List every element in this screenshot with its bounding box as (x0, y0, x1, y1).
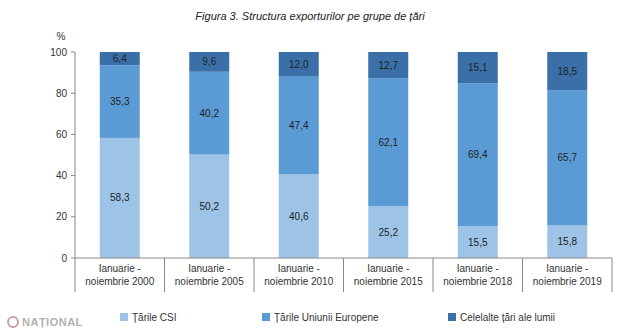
x-tick-label: Ianuarie - noiembrie 2019 (533, 263, 602, 287)
watermark: NAȚIONAL (22, 316, 83, 328)
bar-segment (368, 52, 408, 78)
x-tick-label-line: noiembrie 2010 (264, 276, 333, 287)
y-tick (71, 216, 75, 217)
category-separator (522, 258, 523, 292)
bar-segment (279, 174, 319, 258)
category-separator (343, 258, 344, 292)
legend-swatch (120, 313, 128, 321)
category-separator (612, 258, 613, 292)
title: Figura 3. Structura exporturilor pe grup… (195, 10, 425, 22)
x-tick-label: Ianuarie - noiembrie 2018 (443, 263, 512, 287)
y-tick (71, 52, 75, 53)
bar-segment (189, 52, 229, 72)
bar-segment (368, 206, 408, 258)
bar-segment (189, 155, 229, 258)
data-label: 6,4 (113, 53, 127, 64)
x-tick-label-line: Ianuarie - (546, 263, 588, 274)
category-separator (164, 258, 165, 292)
data-label: 25,2 (379, 227, 399, 238)
y-tick-label: 0 (61, 253, 67, 264)
bars (100, 52, 588, 258)
bar-segment (100, 52, 140, 65)
x-tick-label-line: noiembrie 2005 (175, 276, 244, 287)
y-tick (71, 175, 75, 176)
data-label: 12,7 (379, 60, 399, 71)
data-label: 15,5 (468, 237, 488, 248)
data-label: 40,6 (289, 211, 309, 222)
bar-segment (458, 83, 498, 226)
bar-segment (547, 225, 587, 258)
y-axis-label: % (57, 31, 66, 42)
bar-segment (100, 65, 140, 138)
legend-label: Celelalte țări ale lumii (460, 312, 555, 323)
data-label: 12,0 (289, 59, 309, 70)
legend-swatch (448, 313, 456, 321)
x-tick-label: Ianuarie - noiembrie 2010 (264, 263, 333, 287)
bar-segment (458, 52, 498, 83)
data-label: 15,1 (468, 62, 488, 73)
bar-segment (100, 138, 140, 258)
category-separator (254, 258, 255, 292)
x-tick-label-line: Ianuarie - (278, 263, 320, 274)
y-tick (71, 93, 75, 94)
legend-swatch (262, 313, 270, 321)
category-separator (75, 258, 76, 292)
y-tick-label: 20 (56, 211, 68, 222)
watermark-icon (8, 317, 18, 327)
data-labels: 58,3 35,3 6,4 50,2 40,2 9,6 40,6 47,4 12,0 25,2 62… (110, 53, 577, 247)
x-tick-label-line: noiembrie 2019 (533, 276, 602, 287)
bar-segment (547, 90, 587, 225)
bar-segment (547, 52, 587, 90)
chart: Figura 3. Structura exporturilor pe grup… (0, 0, 620, 335)
legend-label: Țările Uniunii Europene (274, 312, 379, 323)
data-label: 15,8 (558, 236, 578, 247)
data-label: 58,3 (110, 192, 130, 203)
bar-segment (458, 226, 498, 258)
x-tick-label: Ianuarie - noiembrie 2005 (175, 263, 244, 287)
y-axis (75, 52, 76, 258)
y-tick-label: 40 (56, 170, 68, 181)
x-tick-label-line: Ianuarie - (457, 263, 499, 274)
data-label: 65,7 (558, 152, 578, 163)
data-label: 40,2 (200, 108, 220, 119)
legend-label: Țările CSI (132, 312, 176, 323)
x-tick-label-line: Ianuarie - (99, 263, 141, 274)
x-tick-label-line: noiembrie 2018 (443, 276, 512, 287)
y-tick (71, 258, 75, 259)
bar-segment (279, 77, 319, 175)
x-tick-label-line: noiembrie 2015 (354, 276, 423, 287)
y-tick-label: 100 (50, 47, 67, 58)
bar-segment (368, 78, 408, 206)
x-tick-label-line: noiembrie 2000 (85, 276, 154, 287)
data-label: 62,1 (379, 137, 399, 148)
bar-segment (189, 72, 229, 155)
data-label: 50,2 (200, 201, 220, 212)
data-label: 9,6 (202, 56, 216, 67)
y-tick-label: 60 (56, 129, 68, 140)
data-label: 47,4 (289, 120, 309, 131)
data-label: 35,3 (110, 96, 130, 107)
y-tick-label: 80 (56, 88, 68, 99)
y-tick (71, 134, 75, 135)
data-label: 69,4 (468, 149, 488, 160)
data-label: 18,5 (558, 66, 578, 77)
x-tick-label-line: Ianuarie - (188, 263, 230, 274)
category-separator (433, 258, 434, 292)
x-tick-label-line: Ianuarie - (367, 263, 409, 274)
bar-segment (279, 52, 319, 77)
x-tick-label: Ianuarie - noiembrie 2000 (85, 263, 154, 287)
x-tick-label: Ianuarie - noiembrie 2015 (354, 263, 423, 287)
